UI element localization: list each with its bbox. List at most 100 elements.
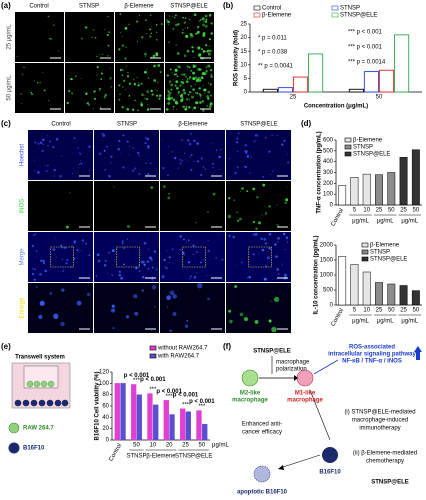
cell	[84, 93, 86, 95]
cell	[165, 108, 169, 111]
cell	[195, 222, 197, 224]
cell	[186, 319, 189, 322]
cell	[202, 50, 206, 53]
cell	[196, 25, 200, 29]
cell	[144, 97, 146, 99]
cell	[80, 162, 83, 165]
cell	[201, 100, 205, 103]
cell	[244, 144, 248, 147]
cell	[141, 36, 144, 39]
cell	[263, 238, 267, 241]
cell	[272, 134, 274, 135]
cell	[133, 294, 138, 299]
cell	[145, 162, 147, 165]
cell	[186, 49, 190, 53]
cell	[161, 275, 165, 279]
cell	[120, 69, 122, 71]
cell	[169, 82, 170, 84]
cell-label: M2-like	[240, 391, 261, 397]
cell	[181, 73, 184, 76]
column-header: Control	[29, 4, 48, 10]
cell	[55, 256, 57, 258]
cell	[111, 249, 115, 252]
cell	[89, 170, 91, 172]
cell	[184, 32, 186, 34]
cell	[47, 164, 49, 167]
cell	[258, 164, 259, 165]
cell-label: apoptotic B16F10	[237, 490, 288, 496]
cell	[210, 75, 214, 78]
cell	[167, 196, 171, 200]
cell	[182, 88, 186, 92]
cell	[103, 96, 106, 99]
group-label: μg/mL	[377, 219, 394, 225]
legend-label: STNSP	[340, 6, 360, 12]
cell	[252, 233, 255, 236]
cell	[205, 18, 208, 21]
outcome-label: Enhanced anti-	[242, 422, 282, 428]
micrograph	[165, 63, 214, 113]
cell-label: B16F10	[23, 446, 45, 452]
bar	[277, 87, 294, 93]
cell	[80, 250, 82, 252]
cell	[128, 82, 132, 85]
cell	[23, 66, 25, 69]
cell	[182, 79, 184, 80]
cell	[92, 29, 95, 31]
cell	[138, 270, 141, 272]
cell	[156, 38, 158, 41]
mechanism-label: (i) STNSP@ELE-mediated	[344, 410, 415, 416]
cell	[96, 74, 98, 76]
legend-label: with RAW264.7	[157, 354, 200, 360]
cell	[170, 96, 174, 100]
cell	[147, 73, 148, 75]
cell	[94, 36, 97, 39]
cell	[241, 187, 244, 190]
y-tick-label: 2000	[320, 243, 334, 249]
pathway-label: ROS-associated	[349, 345, 395, 351]
cell	[246, 155, 250, 158]
cell	[118, 84, 121, 87]
cell	[233, 199, 235, 201]
cell	[186, 139, 190, 142]
cell-label: RAW 264.7	[23, 426, 54, 432]
cell	[201, 71, 206, 76]
cell	[207, 82, 210, 84]
cell	[106, 33, 109, 37]
cell	[195, 92, 197, 94]
cell	[170, 18, 172, 20]
cell	[79, 152, 82, 156]
cell	[148, 248, 150, 250]
cell	[177, 167, 179, 169]
x-tick-label: 10	[149, 443, 156, 449]
cell	[247, 276, 249, 279]
cell	[99, 87, 101, 90]
cell	[144, 52, 147, 56]
bar	[350, 177, 359, 206]
cell-label: macrophage	[232, 398, 268, 404]
legend-swatch	[253, 5, 261, 11]
cell	[118, 48, 121, 51]
legend-label: STNSP	[353, 145, 373, 151]
cell	[184, 107, 188, 111]
cell	[276, 134, 278, 137]
legend-swatch	[361, 256, 369, 262]
cell	[171, 150, 173, 153]
cell	[106, 273, 108, 275]
bar	[394, 34, 410, 93]
cell	[188, 91, 192, 94]
cell	[173, 73, 176, 75]
micrograph	[65, 63, 114, 113]
cell	[186, 27, 189, 29]
micrograph	[226, 283, 291, 333]
cell	[264, 136, 267, 139]
cell	[244, 151, 248, 155]
cell	[200, 76, 204, 80]
cell	[254, 320, 259, 324]
micrograph	[160, 130, 225, 180]
group-label: STNSP	[126, 454, 146, 460]
cell	[281, 263, 283, 265]
bar	[185, 411, 192, 441]
cell	[165, 267, 168, 270]
micrograph-background	[94, 232, 159, 282]
